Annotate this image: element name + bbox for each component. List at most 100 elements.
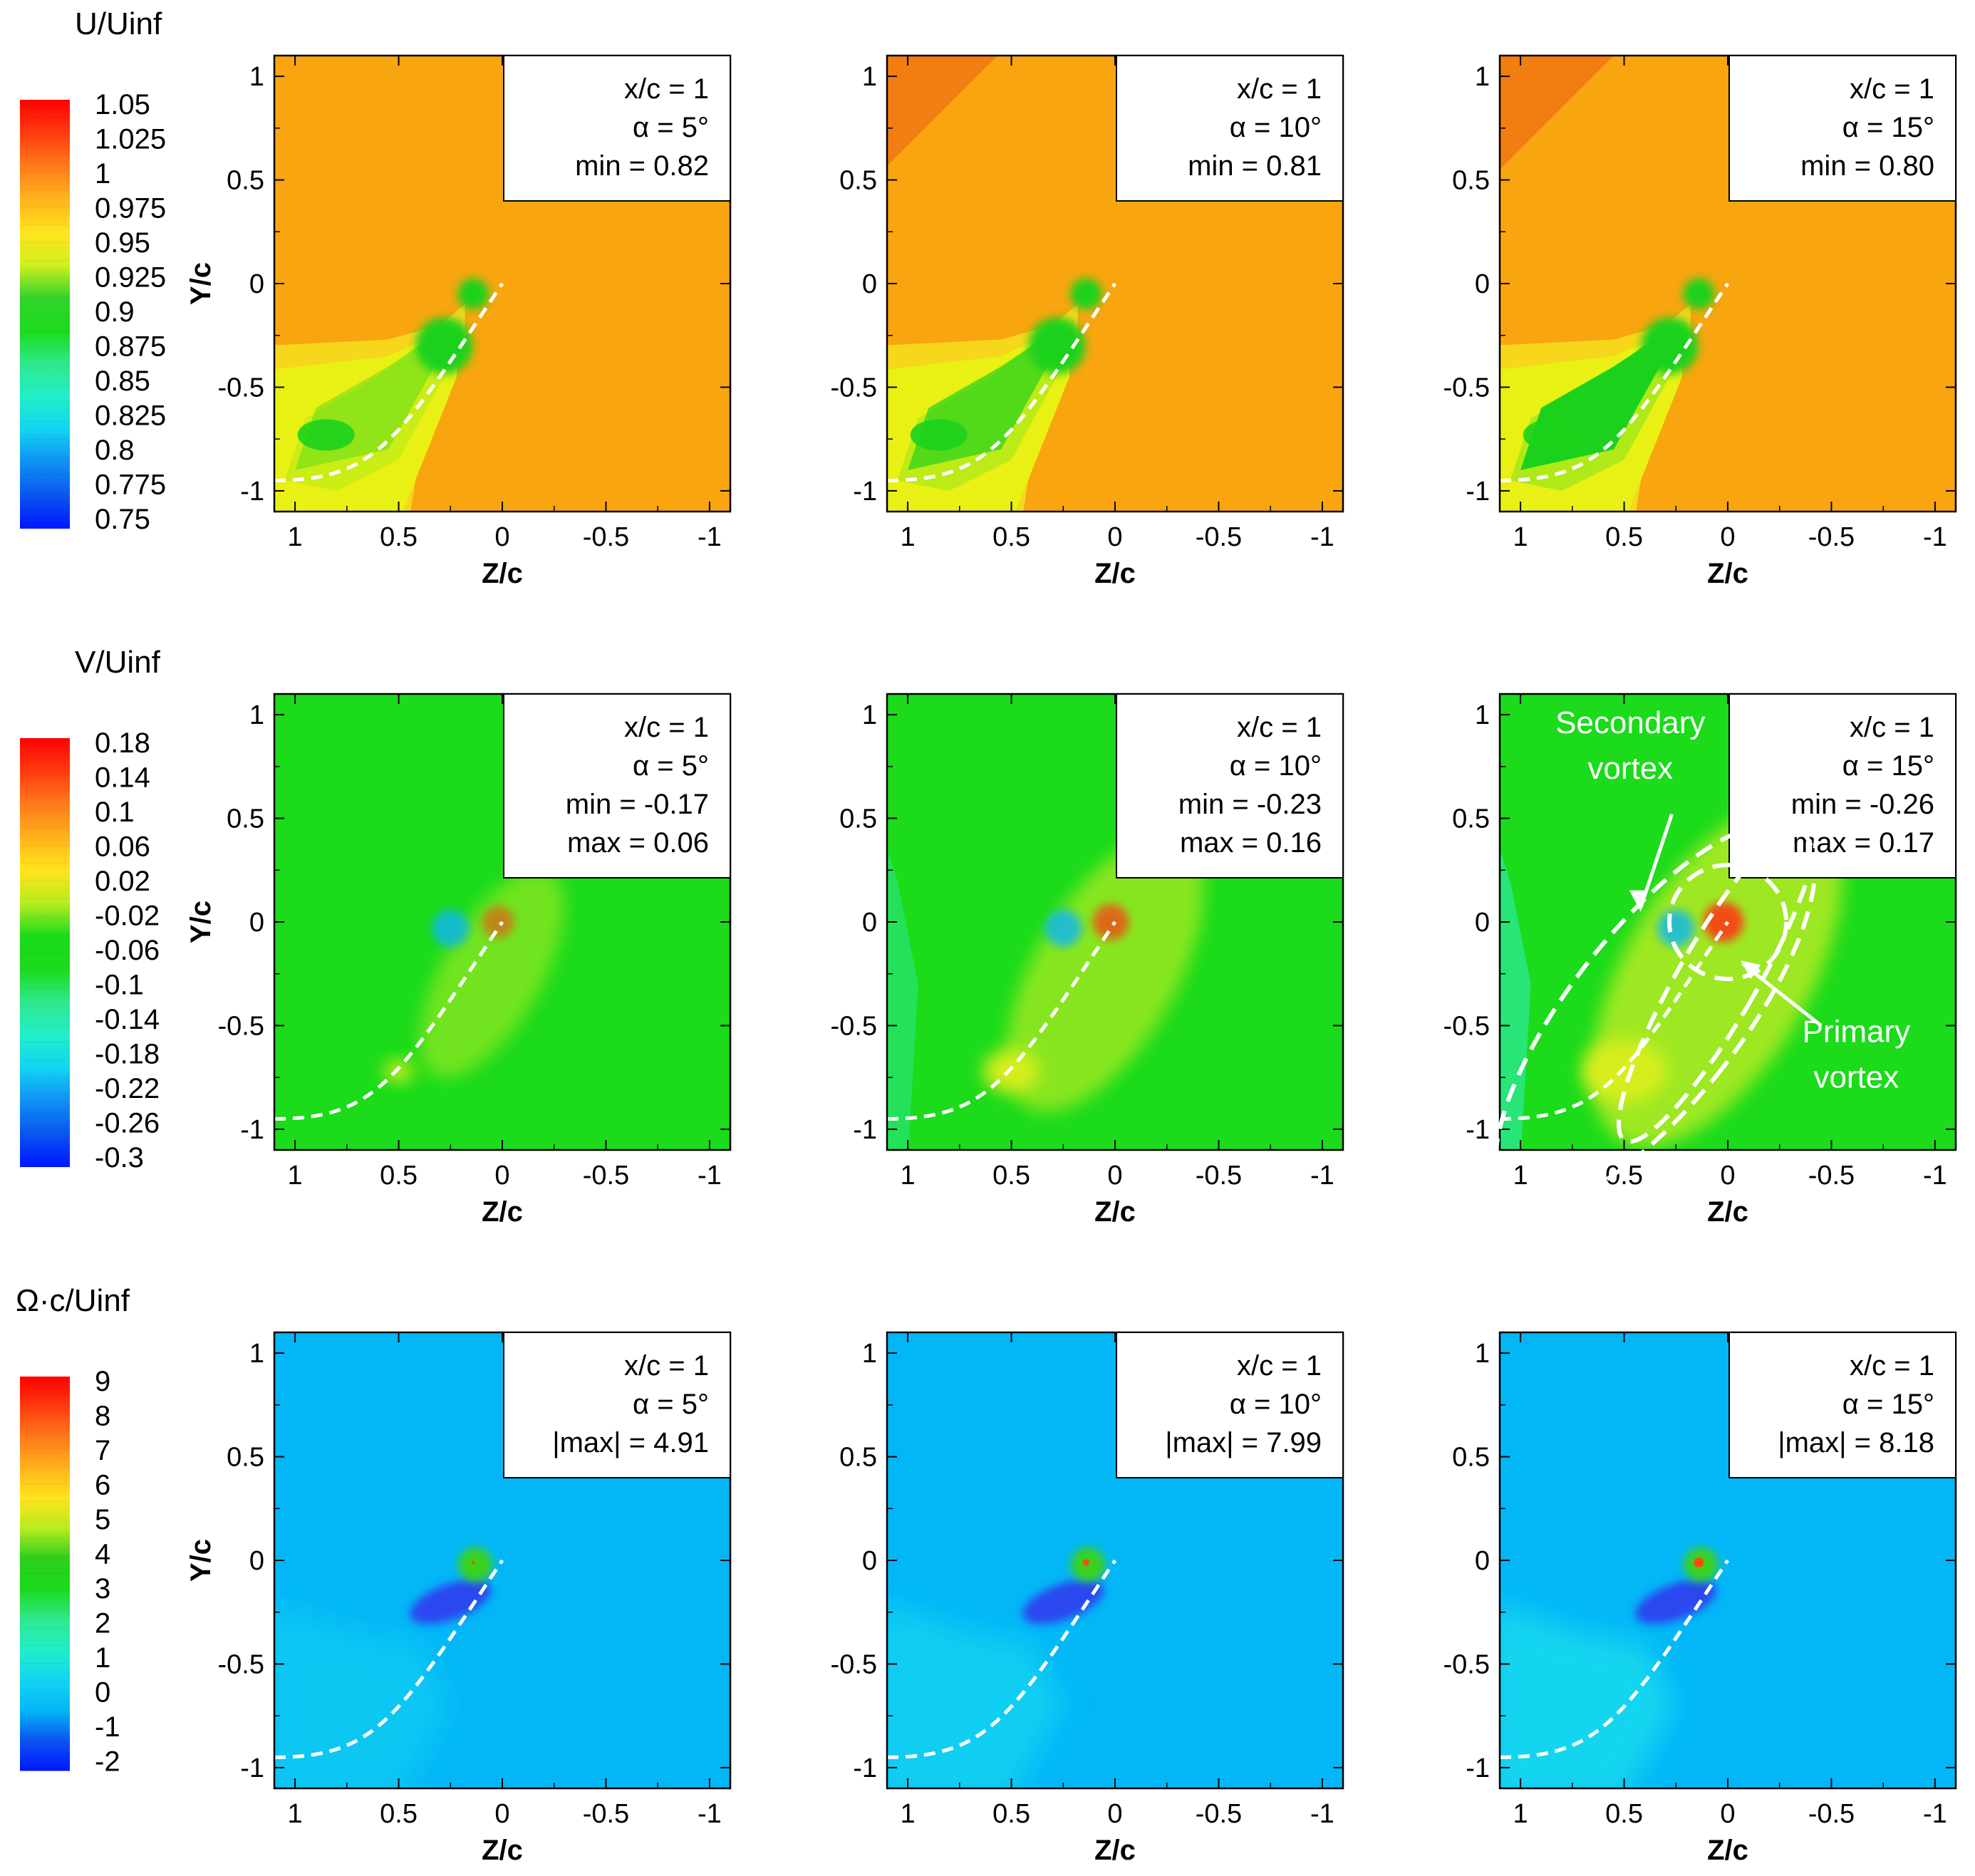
x-tick-label: 0 (1107, 1161, 1122, 1191)
x-tick-label: 0 (1107, 1799, 1122, 1829)
negative-vorticity (1022, 1579, 1104, 1624)
panel-r1c2: 1 1 0.5 0.5 0 0 -0.5 -0.5 -1 -1 Z/c x/c = 1 α = 10° m… (831, 54, 1344, 589)
colorbar-tick-label: -0.26 (95, 1108, 160, 1139)
positive-peak (1704, 902, 1744, 942)
info-box (503, 693, 731, 879)
x-tick-label: -1 (1310, 1161, 1334, 1191)
x-tick-label: 0.5 (380, 1161, 418, 1191)
side-region (1500, 849, 1531, 1150)
y-tick-label: 1 (862, 1339, 877, 1369)
panel-r1c1: 1 1 0.5 0.5 0 0 -0.5 -0.5 -1 -1 Z/c Y/c x/c = 1 α = 5… (185, 54, 732, 589)
positive-peak (482, 906, 514, 938)
y-tick-label: -0.5 (831, 373, 877, 403)
primary-arrowhead (1741, 960, 1761, 980)
info-box (1728, 1332, 1956, 1478)
y-tick-label: -1 (1466, 1115, 1490, 1145)
y-tick-label: 1 (249, 700, 264, 730)
primary-arrow (1741, 962, 1823, 1027)
wing-section-line (1500, 921, 1730, 1121)
y-tick-label: 0 (1475, 1546, 1490, 1576)
colorbar-tick-label: 0.925 (95, 262, 166, 294)
y-tick-label: 0 (862, 908, 877, 938)
colorbar-tick-label: 0.875 (95, 331, 166, 363)
negative-peak (1657, 909, 1695, 947)
colorbar-tick-label: 6 (95, 1470, 110, 1501)
x-axis-label: Z/c (482, 558, 523, 589)
wing-section-line (1500, 282, 1730, 482)
negative-peak (1044, 909, 1082, 947)
panel-r3c2: 1 1 0.5 0.5 0 0 -0.5 -0.5 -1 -1 Z/c x/c = 1 α = 10° |… (831, 1331, 1344, 1866)
colorbar-gradient (20, 1377, 70, 1771)
high-velocity-region (887, 56, 998, 167)
colorbar-tick-label: 1 (95, 158, 110, 190)
y-tick-label: -0.5 (218, 373, 264, 403)
colorbar-tick-label: 8 (95, 1401, 110, 1432)
info-box (503, 55, 731, 202)
info-line: x/c = 1 (1850, 712, 1934, 743)
colorbar-tick-label: 0.775 (95, 470, 166, 501)
y-tick-label: -1 (240, 1753, 264, 1783)
x-tick-label: 0 (1720, 1161, 1735, 1191)
x-tick-label: 0 (494, 522, 509, 552)
negative-vorticity (1635, 1579, 1717, 1624)
y-tick-label: 0.5 (227, 166, 264, 196)
colorbar-title: U/Uinf (75, 6, 162, 41)
x-tick-label: 0.5 (1605, 1799, 1643, 1829)
info-line: α = 15° (1842, 112, 1934, 143)
colorbar-tick-label: -0.06 (95, 935, 160, 966)
y-tick-label: 1 (1475, 700, 1490, 730)
y-tick-label: -1 (853, 1753, 877, 1783)
info-line: x/c = 1 (624, 1350, 709, 1382)
y-tick-label: -0.5 (218, 1011, 264, 1041)
y-tick-label: 0 (1475, 269, 1490, 299)
colorbar-title: V/Uinf (75, 645, 161, 680)
x-axis-label: Z/c (1707, 1835, 1748, 1866)
colorbar-2: V/Uinf0.180.140.10.060.02-0.02-0.06-0.1-… (20, 645, 161, 1173)
colorbar-tick-label: 5 (95, 1504, 110, 1535)
colorbar-tick-label: 0 (95, 1677, 110, 1709)
y-axis-label: Y/c (185, 901, 217, 943)
side-region (887, 849, 918, 1150)
info-line: x/c = 1 (624, 712, 709, 743)
info-line: min = -0.23 (1178, 789, 1322, 820)
x-tick-label: 1 (1513, 1799, 1528, 1829)
colorbar-tick-label: 0.85 (95, 366, 150, 397)
y-tick-label: 0.5 (839, 804, 877, 834)
info-line: α = 15° (1842, 1389, 1934, 1420)
wake-spot (1523, 419, 1580, 451)
x-tick-label: -0.5 (1808, 522, 1855, 552)
y-tick-label: 0 (862, 1546, 877, 1576)
info-line: |max| = 7.99 (1165, 1427, 1322, 1458)
y-axis-label: Y/c (185, 1539, 217, 1582)
x-tick-label: -1 (1310, 1799, 1334, 1829)
y-tick-label: -1 (1466, 477, 1490, 507)
wing-section-line (887, 1559, 1117, 1759)
y-tick-label: 0 (249, 269, 264, 299)
info-line: |max| = 8.18 (1778, 1427, 1934, 1458)
panel-r2c3: 110.50.500-0.5-0.5-1-1Z/cx/c = 1α = 15°m… (1443, 693, 1957, 1228)
colorbar-gradient (20, 100, 70, 529)
colorbar-tick-label: 0.75 (95, 504, 150, 535)
tip-deficit (1070, 278, 1102, 310)
x-tick-label: 1 (1513, 522, 1528, 552)
colorbar-tick-label: 0.825 (95, 400, 166, 432)
x-tick-label: -1 (698, 1799, 722, 1829)
y-tick-label: 1 (1475, 62, 1490, 92)
y-tick-label: -0.5 (1443, 1011, 1490, 1041)
secondary-vortex-label: Secondary vortex (1555, 705, 1705, 786)
x-axis-label: Z/c (1707, 558, 1748, 589)
panel-r2c2: 1 1 0.5 0.5 0 0 -0.5 -0.5 -1 -1 Z/c x/c = 1 α = 10° m… (831, 693, 1344, 1228)
colorbar-tick-label: -0.3 (95, 1142, 144, 1173)
info-line: α = 5° (633, 1389, 709, 1420)
colorbar-tick-label: -0.1 (95, 970, 144, 1001)
wake-spot (297, 419, 355, 451)
y-tick-label: 0.5 (839, 1443, 877, 1473)
y-tick-label: 0 (249, 908, 264, 938)
y-tick-label: 0 (1475, 908, 1490, 938)
vortex-deficit (1028, 317, 1086, 375)
colorbar-tick-label: 1.025 (95, 124, 166, 155)
y-tick-label: 1 (862, 62, 877, 92)
wing-section-line (887, 282, 1117, 482)
panel-r1c3: 1 1 0.5 0.5 0 0 -0.5 -0.5 -1 -1 Z/c x/c = 1 α = 15° m… (1443, 54, 1957, 589)
